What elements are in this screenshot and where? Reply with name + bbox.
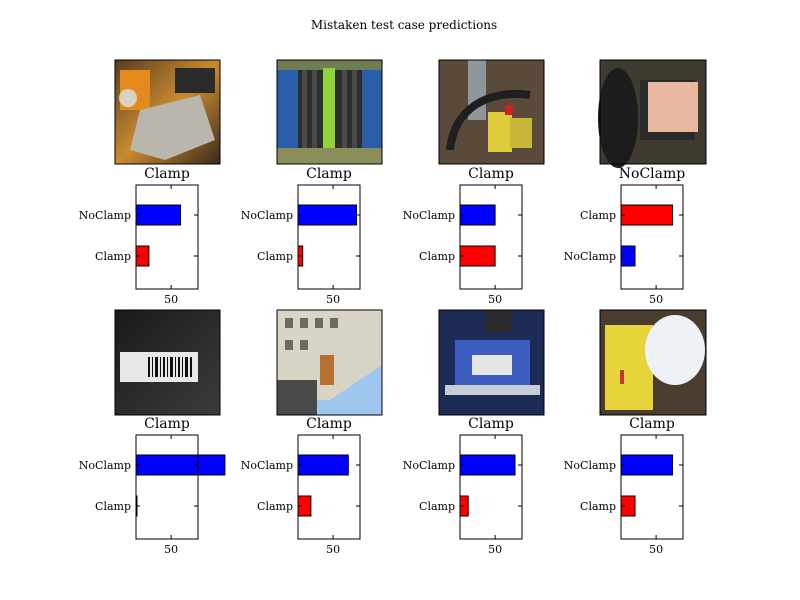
thumbnail-8	[599, 309, 707, 416]
axes-frame	[620, 434, 684, 540]
axes-frame	[297, 434, 361, 540]
ytick-label: Clamp	[95, 250, 131, 263]
axes-frame	[135, 434, 199, 540]
ytick-label: NoClamp	[79, 209, 131, 222]
bar-noclamp	[459, 454, 516, 476]
axes-frame	[620, 184, 684, 290]
bar-clamp	[620, 204, 673, 226]
ytick-label: Clamp	[419, 250, 455, 263]
caption-4: NoClamp	[619, 166, 685, 182]
ytick-label: Clamp	[580, 500, 616, 513]
bar-noclamp	[459, 204, 496, 226]
thumbnail-6	[276, 309, 383, 416]
caption-7: Clamp	[468, 416, 514, 432]
axes-frame	[459, 184, 523, 290]
panel-6: Clamp NoClamp Clamp 50	[241, 416, 361, 556]
xtick-label: 50	[649, 543, 663, 556]
axes-frame	[459, 434, 523, 540]
ytick-label: NoClamp	[79, 459, 131, 472]
ytick-label: Clamp	[257, 250, 293, 263]
ytick-label: Clamp	[95, 500, 131, 513]
bar-noclamp	[620, 454, 673, 476]
thumbnail-1	[114, 59, 221, 165]
ytick-label: NoClamp	[403, 209, 455, 222]
caption-2: Clamp	[306, 166, 352, 182]
panel-3: Clamp NoClamp Clamp 50	[403, 166, 523, 306]
xtick-label: 50	[488, 543, 502, 556]
figure-title: Mistaken test case predictions	[311, 18, 497, 32]
ytick-label: NoClamp	[403, 459, 455, 472]
bar-noclamp	[135, 204, 181, 226]
thumbnail-4	[598, 59, 707, 168]
xtick-label: 50	[649, 293, 663, 306]
axes-frame	[297, 184, 361, 290]
panels: ClampNoClampClamp50ClampNoClampClamp50Cl…	[79, 166, 685, 556]
bar-noclamp	[135, 454, 226, 476]
axes-frame	[135, 184, 199, 290]
panel-8: Clamp NoClamp Clamp 50	[564, 416, 684, 556]
bar-clamp	[459, 245, 496, 267]
ytick-label: Clamp	[257, 500, 293, 513]
caption-8: Clamp	[629, 416, 675, 432]
thumbnail-3	[438, 59, 545, 165]
panel-5: Clamp NoClamp Clamp 50	[79, 416, 226, 556]
ytick-label: NoClamp	[564, 459, 616, 472]
xtick-label: 50	[164, 543, 178, 556]
caption-1: Clamp	[144, 166, 190, 182]
panel-4: NoClamp Clamp NoClamp 50	[564, 166, 685, 306]
panel-7: Clamp NoClamp Clamp 50	[403, 416, 523, 556]
ytick-label: Clamp	[419, 500, 455, 513]
xtick-label: 50	[326, 293, 340, 306]
ytick-label: NoClamp	[564, 250, 616, 263]
thumbnail-5	[114, 309, 221, 416]
panel-2: Clamp NoClamp Clamp 50	[241, 166, 361, 306]
xtick-label: 50	[326, 543, 340, 556]
caption-6: Clamp	[306, 416, 352, 432]
thumbnail-7	[438, 309, 545, 416]
caption-3: Clamp	[468, 166, 514, 182]
bar-noclamp	[297, 454, 349, 476]
caption-5: Clamp	[144, 416, 190, 432]
bar-noclamp	[297, 204, 357, 226]
xtick-label: 50	[164, 293, 178, 306]
ytick-label: NoClamp	[241, 209, 293, 222]
ytick-label: NoClamp	[241, 459, 293, 472]
ytick-label: Clamp	[580, 209, 616, 222]
xtick-label: 50	[488, 293, 502, 306]
panel-1: Clamp NoClamp Clamp 50	[79, 166, 199, 306]
thumbnail-2	[276, 59, 383, 165]
